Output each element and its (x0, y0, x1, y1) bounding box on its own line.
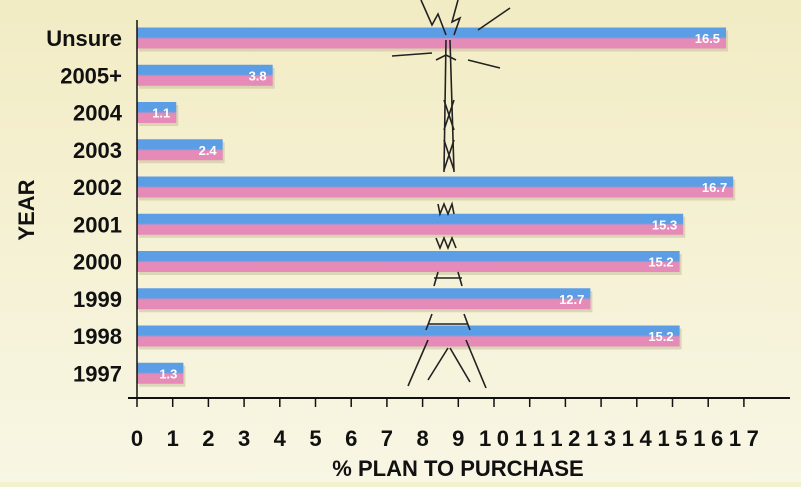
bar-value-label: 16.7 (702, 180, 727, 195)
y-tick-label: 2005+ (60, 63, 122, 88)
bar (137, 213, 684, 235)
bar (137, 64, 273, 86)
y-tick-label: Unsure (46, 26, 122, 51)
tower-illustration (391, 0, 511, 389)
bar (137, 102, 177, 123)
x-tick-label: 1 (167, 426, 179, 451)
y-tick-labels: Unsure 2005+ 2004 2003 2002 2001 2000 1999 1998 1… (46, 26, 123, 386)
y-tick-label: 1999 (73, 287, 122, 312)
bar (137, 362, 184, 384)
bar (137, 325, 680, 347)
bar (137, 27, 727, 49)
y-tick-label: 2001 (73, 212, 122, 237)
bar-group: 1.3 (137, 362, 186, 387)
x-tick-label: 6 (345, 426, 357, 451)
bar-value-label: 3.8 (249, 68, 267, 83)
bar-value-label: 16.5 (695, 31, 720, 46)
bar (137, 176, 734, 198)
x-tick-label: 2 (202, 426, 214, 451)
bars-layer: 16.5 3.8 1.1 2.4 16.7 15.3 15.2 12.7 15.2 1.3 (137, 27, 736, 387)
y-tick-label: 2000 (73, 250, 122, 275)
x-tick-label: 9 (452, 426, 464, 451)
bar-group: 15.2 (137, 325, 682, 350)
bar-group: 16.7 (137, 176, 736, 201)
x-tick-label: 5 (309, 426, 321, 451)
y-tick-label: 2003 (73, 138, 122, 163)
y-axis-title: YEAR (14, 179, 39, 240)
x-tick-label: 4 (274, 426, 287, 451)
y-tick-label: 1998 (73, 324, 122, 349)
bar-group: 3.8 (137, 64, 275, 89)
x-tick-label: 3 (238, 426, 250, 451)
y-tick-label: 2004 (73, 101, 123, 126)
x-tick-label: 7 (381, 426, 393, 451)
bar-group: 12.7 (137, 288, 593, 313)
bar-value-label: 1.3 (159, 366, 177, 381)
bar-group: 15.2 (137, 251, 682, 275)
bar (137, 251, 680, 272)
bar-value-label: 2.4 (199, 143, 218, 158)
x-tick-label: 8 (416, 426, 428, 451)
bar-group: 15.3 (137, 213, 686, 238)
bar-value-label: 1.1 (152, 106, 170, 121)
bar-value-label: 15.2 (648, 255, 673, 270)
bar-group: 2.4 (137, 139, 225, 164)
bar-value-label: 12.7 (559, 292, 584, 307)
bar-value-label: 15.3 (652, 217, 677, 232)
y-tick-label: 2002 (73, 175, 122, 200)
x-axis-title: % PLAN TO PURCHASE (332, 456, 583, 481)
bar-group: 16.5 (137, 27, 729, 52)
bar-group: 1.1 (137, 102, 179, 126)
y-tick-label: 1997 (73, 361, 122, 386)
x-tick-label: 0 (131, 426, 143, 451)
bar-value-label: 15.2 (648, 329, 673, 344)
bar (137, 288, 591, 310)
bar (137, 139, 223, 161)
